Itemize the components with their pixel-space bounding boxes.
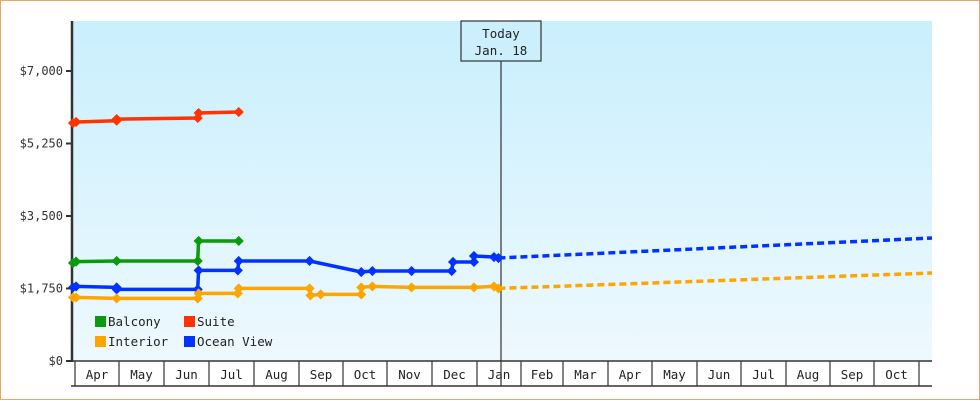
legend: Balcony Suite Interior Ocean View xyxy=(95,314,273,349)
x-month-label: Oct xyxy=(885,367,908,382)
x-month-label: Aug xyxy=(265,367,288,382)
y-tick-label: $5,250 xyxy=(20,137,63,151)
legend-item-suite: Suite xyxy=(184,314,235,329)
series-ocean-view xyxy=(67,236,933,295)
today-label: Today xyxy=(482,26,520,41)
legend-item-balcony: Balcony xyxy=(95,314,161,329)
series-interior xyxy=(67,271,933,304)
y-tick-label: $3,500 xyxy=(20,209,63,223)
legend-swatch-icon xyxy=(95,316,106,327)
x-month-label: Apr xyxy=(86,367,109,382)
x-month-label: May xyxy=(663,367,686,382)
series-balcony xyxy=(67,235,244,269)
forecast-line xyxy=(498,236,933,260)
x-axis: Apr May Jun Jul Aug Sep Oct Nov Dec Jan Feb Mar Apr M… xyxy=(71,360,932,387)
today-marker: Today Jan. 18 xyxy=(460,20,542,386)
today-date: Jan. 18 xyxy=(475,43,528,58)
x-month-label: Jul xyxy=(220,367,243,382)
y-axis: $0 $1,750 $3,500 $5,250 $7,000 xyxy=(20,21,74,368)
x-month-label: Oct xyxy=(354,367,377,382)
y-tick-label: $1,750 xyxy=(20,282,63,296)
x-month-label: Sep xyxy=(841,367,864,382)
svg-text:Ocean View: Ocean View xyxy=(197,334,273,349)
x-month-label: Jun xyxy=(708,367,731,382)
legend-item-ocean-view: Ocean View xyxy=(184,334,273,349)
x-month-label: Apr xyxy=(619,367,642,382)
legend-item-interior: Interior xyxy=(95,334,169,349)
x-month-label: Jan xyxy=(488,367,511,382)
x-month-label: Nov xyxy=(398,367,421,382)
x-month-label: Mar xyxy=(574,367,597,382)
x-month-label: May xyxy=(130,367,153,382)
x-month-label: Jun xyxy=(175,367,198,382)
y-tick-label: $7,000 xyxy=(20,64,63,78)
x-month-label: Sep xyxy=(310,367,333,382)
x-month-label: Jul xyxy=(752,367,775,382)
svg-text:Suite: Suite xyxy=(197,314,235,329)
series-lines xyxy=(67,106,933,304)
svg-text:Balcony: Balcony xyxy=(108,314,161,329)
plot-area xyxy=(73,21,932,361)
x-month-label: Feb xyxy=(531,367,554,382)
y-tick-label: $0 xyxy=(49,354,63,368)
legend-swatch-icon xyxy=(184,316,195,327)
svg-text:Interior: Interior xyxy=(108,334,169,349)
series-suite xyxy=(67,106,244,129)
x-month-label: Dec xyxy=(443,367,466,382)
legend-swatch-icon xyxy=(184,336,195,347)
x-month-label: Aug xyxy=(797,367,820,382)
forecast-line xyxy=(498,271,933,291)
legend-swatch-icon xyxy=(95,336,106,347)
